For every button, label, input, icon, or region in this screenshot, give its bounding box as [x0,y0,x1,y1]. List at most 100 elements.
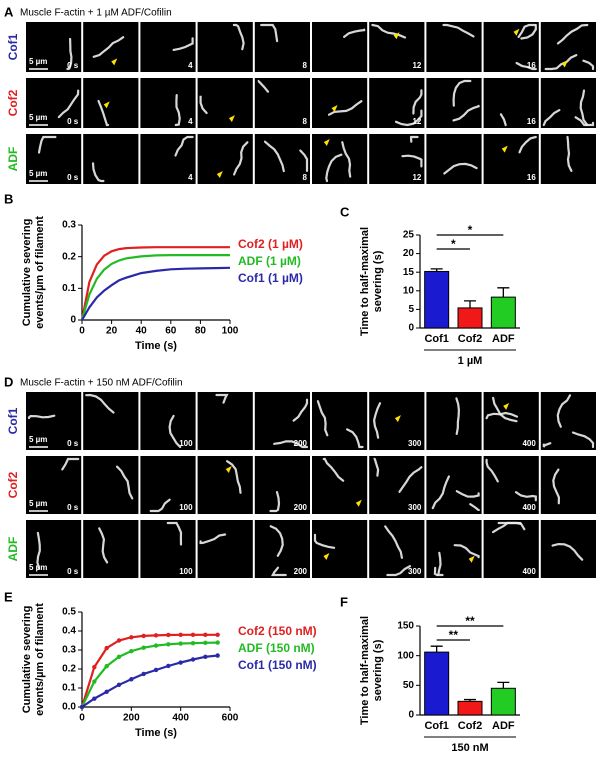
filament [273,440,309,449]
y-tick-label: 0.2 [62,251,76,262]
x-tick-label: 20 [106,326,118,337]
filament [552,468,561,505]
time-label: 400 [522,503,536,512]
filament [515,61,537,71]
data-point [178,660,183,665]
data-point [92,679,97,684]
micrograph [312,134,368,184]
x-tick-label: 400 [172,713,189,724]
significance-label: * [468,223,473,237]
data-point [203,654,208,660]
filament [453,544,480,559]
scale-label: 5 µm [29,57,47,66]
filament [92,36,125,58]
significance-label: * [451,237,456,251]
arrowhead [323,139,330,147]
time-label: 200 [294,567,308,576]
time-label: 16 [527,173,536,182]
filament [115,465,134,500]
legend-entry: Cof2 (1 µM) [238,237,303,251]
filament [409,135,419,143]
micrograph [26,392,82,450]
time-label: 8 [303,61,308,70]
data-point [153,643,159,648]
bar [424,651,450,716]
data-point [141,633,146,639]
filament [322,457,345,482]
arrowhead [513,28,520,36]
panel-letter: F [340,594,348,609]
time-label: 300 [408,567,422,576]
filament [455,397,461,435]
data-point [215,632,220,637]
data-point [104,645,109,651]
y-axis-label: severing (s) [372,639,384,701]
data-point [141,671,146,677]
group-label: 1 µM [458,355,483,367]
micrograph [483,134,539,184]
time-label: 4 [188,61,193,70]
filament [292,398,309,422]
data-point [116,682,122,687]
filament [394,109,423,127]
x-tick-label: 600 [222,713,239,724]
filament [571,431,595,449]
time-label: 0 s [67,439,79,448]
filament [485,458,499,483]
y-axis-label: Cumulative severing [21,606,33,714]
filament [36,531,41,570]
data-point [190,640,196,646]
y-tick-label: 100 [397,650,414,661]
filament [412,89,423,115]
micrograph [369,22,425,72]
micrograph [483,22,539,72]
group-label: 150 nM [451,742,488,754]
filament [233,141,249,176]
time-label: 0 s [67,567,79,576]
arrowhead [561,60,568,68]
time-label: 16 [527,117,536,126]
significance-label: ** [449,628,459,642]
time-label: 100 [179,439,193,448]
filament [384,525,403,559]
y-tick-label: 15 [403,267,415,278]
filament [582,59,595,71]
fit-line [80,246,230,321]
filament [551,542,584,561]
filament [455,490,480,498]
scale-label: 5 µm [29,113,47,122]
filament [346,428,364,449]
micrograph [83,22,139,72]
y-axis-label: Time to half-maximal [359,227,371,336]
x-tick-label: 200 [123,713,140,724]
micrograph [426,22,482,72]
y-tick-label: 0.4 [62,626,76,637]
x-tick-label: 0 [79,713,85,724]
y-tick-label: 0.5 [62,607,76,618]
y-tick-label: 0.3 [62,645,76,656]
data-point [104,663,109,669]
data-point [203,632,208,637]
legend-entry: ADF (1 µM) [238,254,301,268]
filament [341,141,352,178]
arrowhead [111,58,118,66]
legend-entry: Cof1 (150 nM) [238,658,317,672]
arrowhead [393,32,400,40]
micrograph [197,520,253,578]
filament [492,521,522,534]
scale-label: 5 µm [29,563,47,572]
filament [499,113,507,127]
time-label: 0 s [67,503,79,512]
time-label: 200 [294,503,308,512]
panel-title: Muscle F-actin + 150 nM ADF/Cofilin [20,378,183,389]
filament [520,23,537,40]
filament [37,135,57,154]
fit-line [81,641,218,708]
x-tick-label: 100 [222,326,239,337]
filament [579,89,589,126]
y-axis-label: Cumulative severing [21,219,33,327]
filament [442,23,475,38]
y-tick-label: 50 [403,680,415,691]
y-tick-label: 0.3 [62,220,76,231]
micrograph [83,456,139,514]
